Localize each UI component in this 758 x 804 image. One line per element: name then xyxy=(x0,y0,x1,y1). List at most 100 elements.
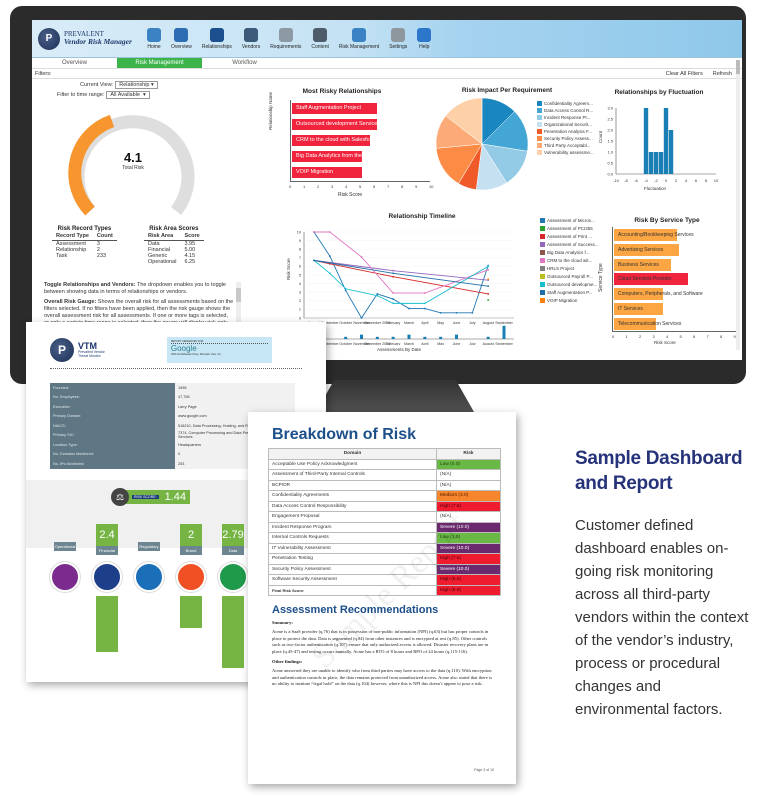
x-tick: 8 xyxy=(720,334,723,339)
fluctuation-bar[interactable] xyxy=(658,152,664,174)
nav-risk-management[interactable]: Risk Management xyxy=(334,27,384,50)
nav-content[interactable]: Content xyxy=(306,27,334,50)
legend-swatch xyxy=(537,136,542,141)
service-type-bar[interactable]: Advertising Services xyxy=(614,243,679,256)
timeline-series[interactable] xyxy=(313,259,489,281)
fluctuation-bar[interactable] xyxy=(668,130,674,174)
legend-item[interactable]: Organizational Securit... xyxy=(537,121,594,128)
legend-item[interactable]: HRLS Project xyxy=(540,264,599,272)
assessment-date-bar[interactable] xyxy=(455,334,458,339)
risk-cell: (N/A) xyxy=(436,479,501,491)
service-type-bar[interactable]: Computers, Peripherals, and Software xyxy=(614,288,703,301)
legend-item[interactable]: Big Data Analytics f... xyxy=(540,248,599,256)
risky-relationship-bar[interactable]: CRM to the cloud with Salesforce xyxy=(292,135,377,146)
legend-item[interactable]: Outsourced Payroll P... xyxy=(540,272,599,280)
svg-text:4: 4 xyxy=(685,178,688,183)
fluctuation-bar[interactable] xyxy=(653,152,659,174)
assessment-date-bar[interactable] xyxy=(375,336,379,339)
legend-item[interactable]: CRM to the cloud wit... xyxy=(540,256,599,264)
risky-relationship-bar[interactable]: Big Data Analytics from the Cloud xyxy=(292,151,378,162)
risk-category-financial[interactable]: 2.4 Financial xyxy=(96,524,118,555)
clear-filters-link[interactable]: Clear All Filters xyxy=(665,71,703,77)
assessment-date-bar[interactable] xyxy=(439,336,443,339)
service-type-bar[interactable]: Telecommunication Services xyxy=(614,317,681,330)
app-header: P PREVALENT Vendor Risk Manager Home Over… xyxy=(32,20,742,58)
tab-workflow[interactable]: Workflow xyxy=(232,60,257,66)
service-type-bar[interactable]: Cloud Services Provider xyxy=(614,273,689,286)
timeline-series[interactable] xyxy=(313,260,489,304)
legend-item[interactable]: Security Policy Assess... xyxy=(537,135,594,142)
fluctuation-bar[interactable] xyxy=(663,108,669,174)
risky-relationship-bar[interactable]: Outsourced development Services xyxy=(292,119,380,130)
assessment-date-bar[interactable] xyxy=(360,334,363,339)
service-type-bar[interactable]: IT Services xyxy=(614,303,663,315)
fluctuation-bar[interactable] xyxy=(643,108,649,174)
legend-item[interactable]: VOIP Migration xyxy=(540,296,599,304)
x-tick: 9 xyxy=(733,334,736,339)
svg-text:10: 10 xyxy=(297,230,301,234)
risk-category-data[interactable]: 2.79 Data xyxy=(222,524,244,555)
nav-requirements[interactable]: Requirements xyxy=(265,27,306,50)
nav-home[interactable]: Home xyxy=(142,27,166,50)
legend-item[interactable]: Vulnerability assessme... xyxy=(537,149,594,156)
nav-vendors[interactable]: Vendors xyxy=(237,27,265,50)
column-header[interactable]: Record Type xyxy=(52,232,93,241)
category-score: 2.4 xyxy=(96,524,118,546)
legend-label: Outsourced Payroll P... xyxy=(547,273,593,279)
pie-slice[interactable] xyxy=(445,97,483,145)
help-scrollbar[interactable] xyxy=(236,282,241,322)
category-notes xyxy=(180,596,202,628)
vtm-risk-score: ⚖ RISK SCORE: 1.44 xyxy=(111,488,190,506)
assessment-date-bar[interactable] xyxy=(502,325,506,339)
legend-item[interactable]: Penetration Analysis F... xyxy=(537,128,594,135)
refresh-link[interactable]: Refresh xyxy=(712,71,732,77)
tab-overview[interactable]: Overview xyxy=(61,60,87,66)
side-title: Sample Dashboard and Report xyxy=(575,446,743,496)
legend-item[interactable]: Incident Response Pr... xyxy=(537,114,594,121)
legend-item[interactable]: Assessment of Print ... xyxy=(540,232,599,240)
assessment-date-bar[interactable] xyxy=(344,336,348,339)
vtm-logo-sub1: Prevalent Vendor xyxy=(78,350,105,354)
timeline-series[interactable] xyxy=(314,231,489,294)
column-header[interactable]: Count xyxy=(92,232,117,241)
category-label: Data xyxy=(222,546,244,555)
nav-settings[interactable]: Settings xyxy=(384,27,412,50)
dashboard-tabs: Overview Risk Management Workflow xyxy=(32,58,742,69)
fluctuation-bar[interactable] xyxy=(648,152,654,174)
scales-icon xyxy=(134,562,164,592)
column-header[interactable]: Risk Area xyxy=(144,232,181,241)
nav-overview[interactable]: Overview xyxy=(166,27,197,50)
nav-help[interactable]: Help xyxy=(412,27,436,50)
assessment-date-bar[interactable] xyxy=(391,336,395,339)
dashboard-scrollbar[interactable] xyxy=(736,60,740,350)
legend-item[interactable]: Data Access Control R... xyxy=(537,107,594,114)
time-range-select[interactable]: All Available ▾ xyxy=(106,91,150,99)
assessment-date-bar[interactable] xyxy=(486,336,490,339)
vtm-header: P VTM Prevalent Vendor Threat Monitor RE… xyxy=(26,322,326,366)
legend-item[interactable]: Confidentiality Agreem... xyxy=(537,100,594,107)
current-view-select[interactable]: Relationship ▾ xyxy=(115,81,158,89)
legend-label: CRM to the cloud wit... xyxy=(547,257,593,263)
fluctuation-chart: 0.0 0.5 1.0 1.5 2.0 2.5 3.0 -10 -8 -6 -4 -2 0 2 4 6 8 10 C… xyxy=(598,106,719,184)
risky-relationship-bar[interactable]: VOIP Migration xyxy=(292,167,362,178)
service-type-bar[interactable]: Business Services xyxy=(614,258,671,271)
nav-relationships[interactable]: Relationships xyxy=(197,27,237,50)
legend-item[interactable]: Outsourced developme... xyxy=(540,280,599,288)
risk-category-regulatory[interactable]: Regulatory xyxy=(138,542,160,551)
legend-item[interactable]: Staff Augmentation P... xyxy=(540,288,599,296)
legend-item[interactable]: Assessment of PCI355 xyxy=(540,224,599,232)
tab-risk-management[interactable]: Risk Management xyxy=(117,58,202,68)
legend-item[interactable]: Assessment of Success... xyxy=(540,240,599,248)
risky-relationship-bar[interactable]: Staff Augmentation Project xyxy=(292,103,378,114)
legend-item[interactable]: Assessment of Micros... xyxy=(540,216,599,224)
risk-category-brand[interactable]: 2 Brand xyxy=(180,524,202,555)
info-key: NAICS: xyxy=(50,421,175,431)
service-type-bar[interactable]: Accounting/Bookkeeping Services xyxy=(614,229,694,241)
assessment-date-bar[interactable] xyxy=(407,334,411,339)
assessment-date-bar[interactable] xyxy=(423,336,427,339)
x-tick: 2 xyxy=(639,334,642,339)
timeline-series[interactable] xyxy=(313,259,489,287)
risk-category-operational[interactable]: Operational xyxy=(54,542,76,551)
legend-item[interactable]: Third Party Acceptabl... xyxy=(537,142,594,149)
column-header[interactable]: Score xyxy=(180,232,204,241)
